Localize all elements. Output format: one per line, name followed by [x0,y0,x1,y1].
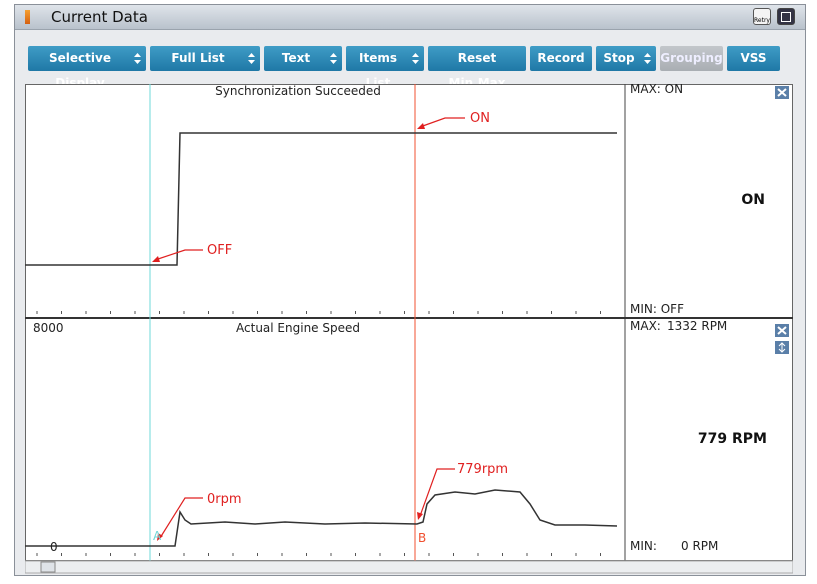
toolbar-button[interactable]: Grouping [660,46,723,71]
window-title: Current Data [51,8,148,26]
toolbar-button[interactable]: VSS [727,46,780,71]
close-icon [777,326,787,335]
tick-row [36,311,601,556]
close-icon [777,88,787,97]
toolbar-button[interactable]: Record [530,46,592,71]
button-label: Stop [603,51,635,65]
current-value: 779 RPM [698,431,767,447]
min-label: MIN: OFF [630,302,684,316]
rpm-trace [25,489,618,547]
marker-label: B [418,531,426,545]
min-value: 0 RPM [681,539,718,553]
scroll-thumb[interactable] [40,561,56,573]
retry-button[interactable]: Retry [753,8,771,25]
annotation-arrows [154,117,465,539]
restore-button[interactable] [777,8,795,25]
button-label: Full List [171,51,225,65]
annotation: OFF [207,243,232,258]
dropdown-icon [412,53,419,64]
max-label: MAX: [630,319,661,333]
retry-label: Retry [754,17,770,24]
toolbar-button[interactable]: Stop [596,46,656,71]
axis-bottom: 0 [50,540,58,554]
arrow-heads [152,123,425,541]
axis-top: 8000 [33,321,64,335]
annotation: 779rpm [457,462,508,477]
dropdown-icon [644,53,651,64]
dropdown-icon [330,53,337,64]
min-label: MIN: [630,539,657,553]
scrollbar[interactable] [25,560,793,574]
toolbar-button[interactable]: Items List [346,46,424,90]
dropdown-icon [248,53,255,64]
max-value: 1332 RPM [667,319,727,333]
annotation: 0rpm [207,492,242,507]
title-bar: Current Data Retry [15,5,805,30]
button-label: VSS [740,51,767,65]
panel-title: Actual Engine Speed [236,321,360,335]
panel-title: Synchronization Succeeded [215,84,381,98]
signal-trace [25,132,617,266]
resize-icon [778,342,786,353]
annotation: ON [470,111,490,126]
graph-area: Synchronization Succeeded ON OFF MAX: ON… [25,84,793,574]
button-label: Grouping [660,51,723,65]
button-label: Text [281,51,311,65]
toolbar-button[interactable]: Selective Display [28,46,146,90]
app-icon [25,10,30,24]
marker-label: A [153,529,162,543]
toolbar-button[interactable]: Full List [150,46,260,71]
current-value: ON [741,192,765,208]
max-label: MAX: ON [630,84,683,96]
button-label: Record [537,51,585,65]
toolbar-button[interactable]: Text [264,46,342,71]
dropdown-icon [134,53,141,64]
graph-frame [25,84,793,561]
toolbar-button[interactable]: Reset Min.Max [428,46,526,90]
